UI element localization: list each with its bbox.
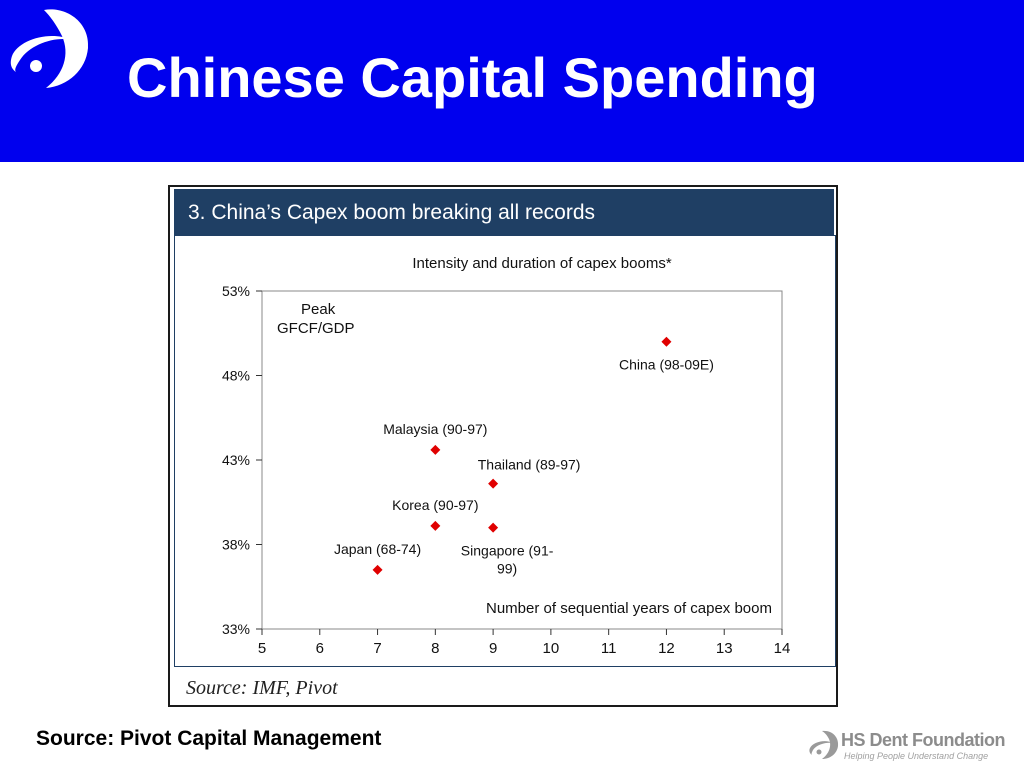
y-axis-label: GFCF/GDP [277, 320, 355, 337]
chart-title: Intensity and duration of capex booms* [412, 255, 671, 272]
data-label: Thailand (89-97) [478, 457, 581, 473]
swoosh-logo-icon [10, 9, 89, 89]
slide-header: Chinese Capital Spending [0, 0, 1024, 162]
x-tick-label: 8 [431, 640, 439, 657]
x-tick-label: 12 [658, 640, 675, 657]
y-tick-label: 53% [222, 283, 250, 299]
footer-name: HS Dent Foundation [841, 730, 1005, 750]
x-tick-label: 10 [543, 640, 560, 657]
x-tick-label: 5 [258, 640, 266, 657]
x-tick-label: 13 [716, 640, 733, 657]
x-tick-label: 11 [601, 640, 617, 657]
data-label: Japan (68-74) [334, 541, 421, 557]
x-tick-label: 7 [373, 640, 381, 657]
data-label: Singapore (91- [461, 543, 554, 559]
plot-frame: Intensity and duration of capex booms* 33… [174, 235, 836, 667]
data-label: 99) [497, 561, 517, 577]
data-point [430, 520, 441, 531]
page-title: Chinese Capital Spending [127, 46, 818, 109]
footer-tagline: Helping People Understand Change [844, 751, 989, 761]
data-point [430, 444, 441, 455]
y-axis-label: Peak [301, 301, 336, 318]
data-point [488, 522, 499, 533]
chart-figure: 3. China’s Capex boom breaking all recor… [168, 185, 838, 707]
data-point [661, 336, 672, 347]
figure-header: 3. China’s Capex boom breaking all recor… [174, 189, 834, 235]
x-axis-label: Number of sequential years of capex boom [486, 600, 772, 617]
y-tick-label: 43% [222, 452, 250, 468]
figure-header-title: 3. China’s Capex boom breaking all recor… [188, 201, 595, 224]
y-tick-label: 33% [222, 621, 250, 637]
data-label: Malaysia (90-97) [383, 421, 487, 437]
scatter-chart: Intensity and duration of capex booms* 33… [222, 255, 791, 657]
x-tick-label: 6 [316, 640, 324, 657]
figure-source: Source: IMF, Pivot [186, 677, 338, 699]
y-tick-label: 38% [222, 537, 250, 553]
slide-source: Source: Pivot Capital Management [36, 727, 382, 750]
swoosh-footer-icon [809, 730, 839, 759]
data-label: Korea (90-97) [392, 497, 478, 513]
x-tick-label: 14 [774, 640, 791, 657]
data-point [488, 478, 499, 489]
data-label: China (98-09E) [619, 357, 714, 373]
footer-logo: HS Dent Foundation Helping People Unders… [808, 726, 1018, 766]
y-tick-label: 48% [222, 368, 250, 384]
data-point [372, 564, 383, 575]
x-tick-label: 9 [489, 640, 497, 657]
